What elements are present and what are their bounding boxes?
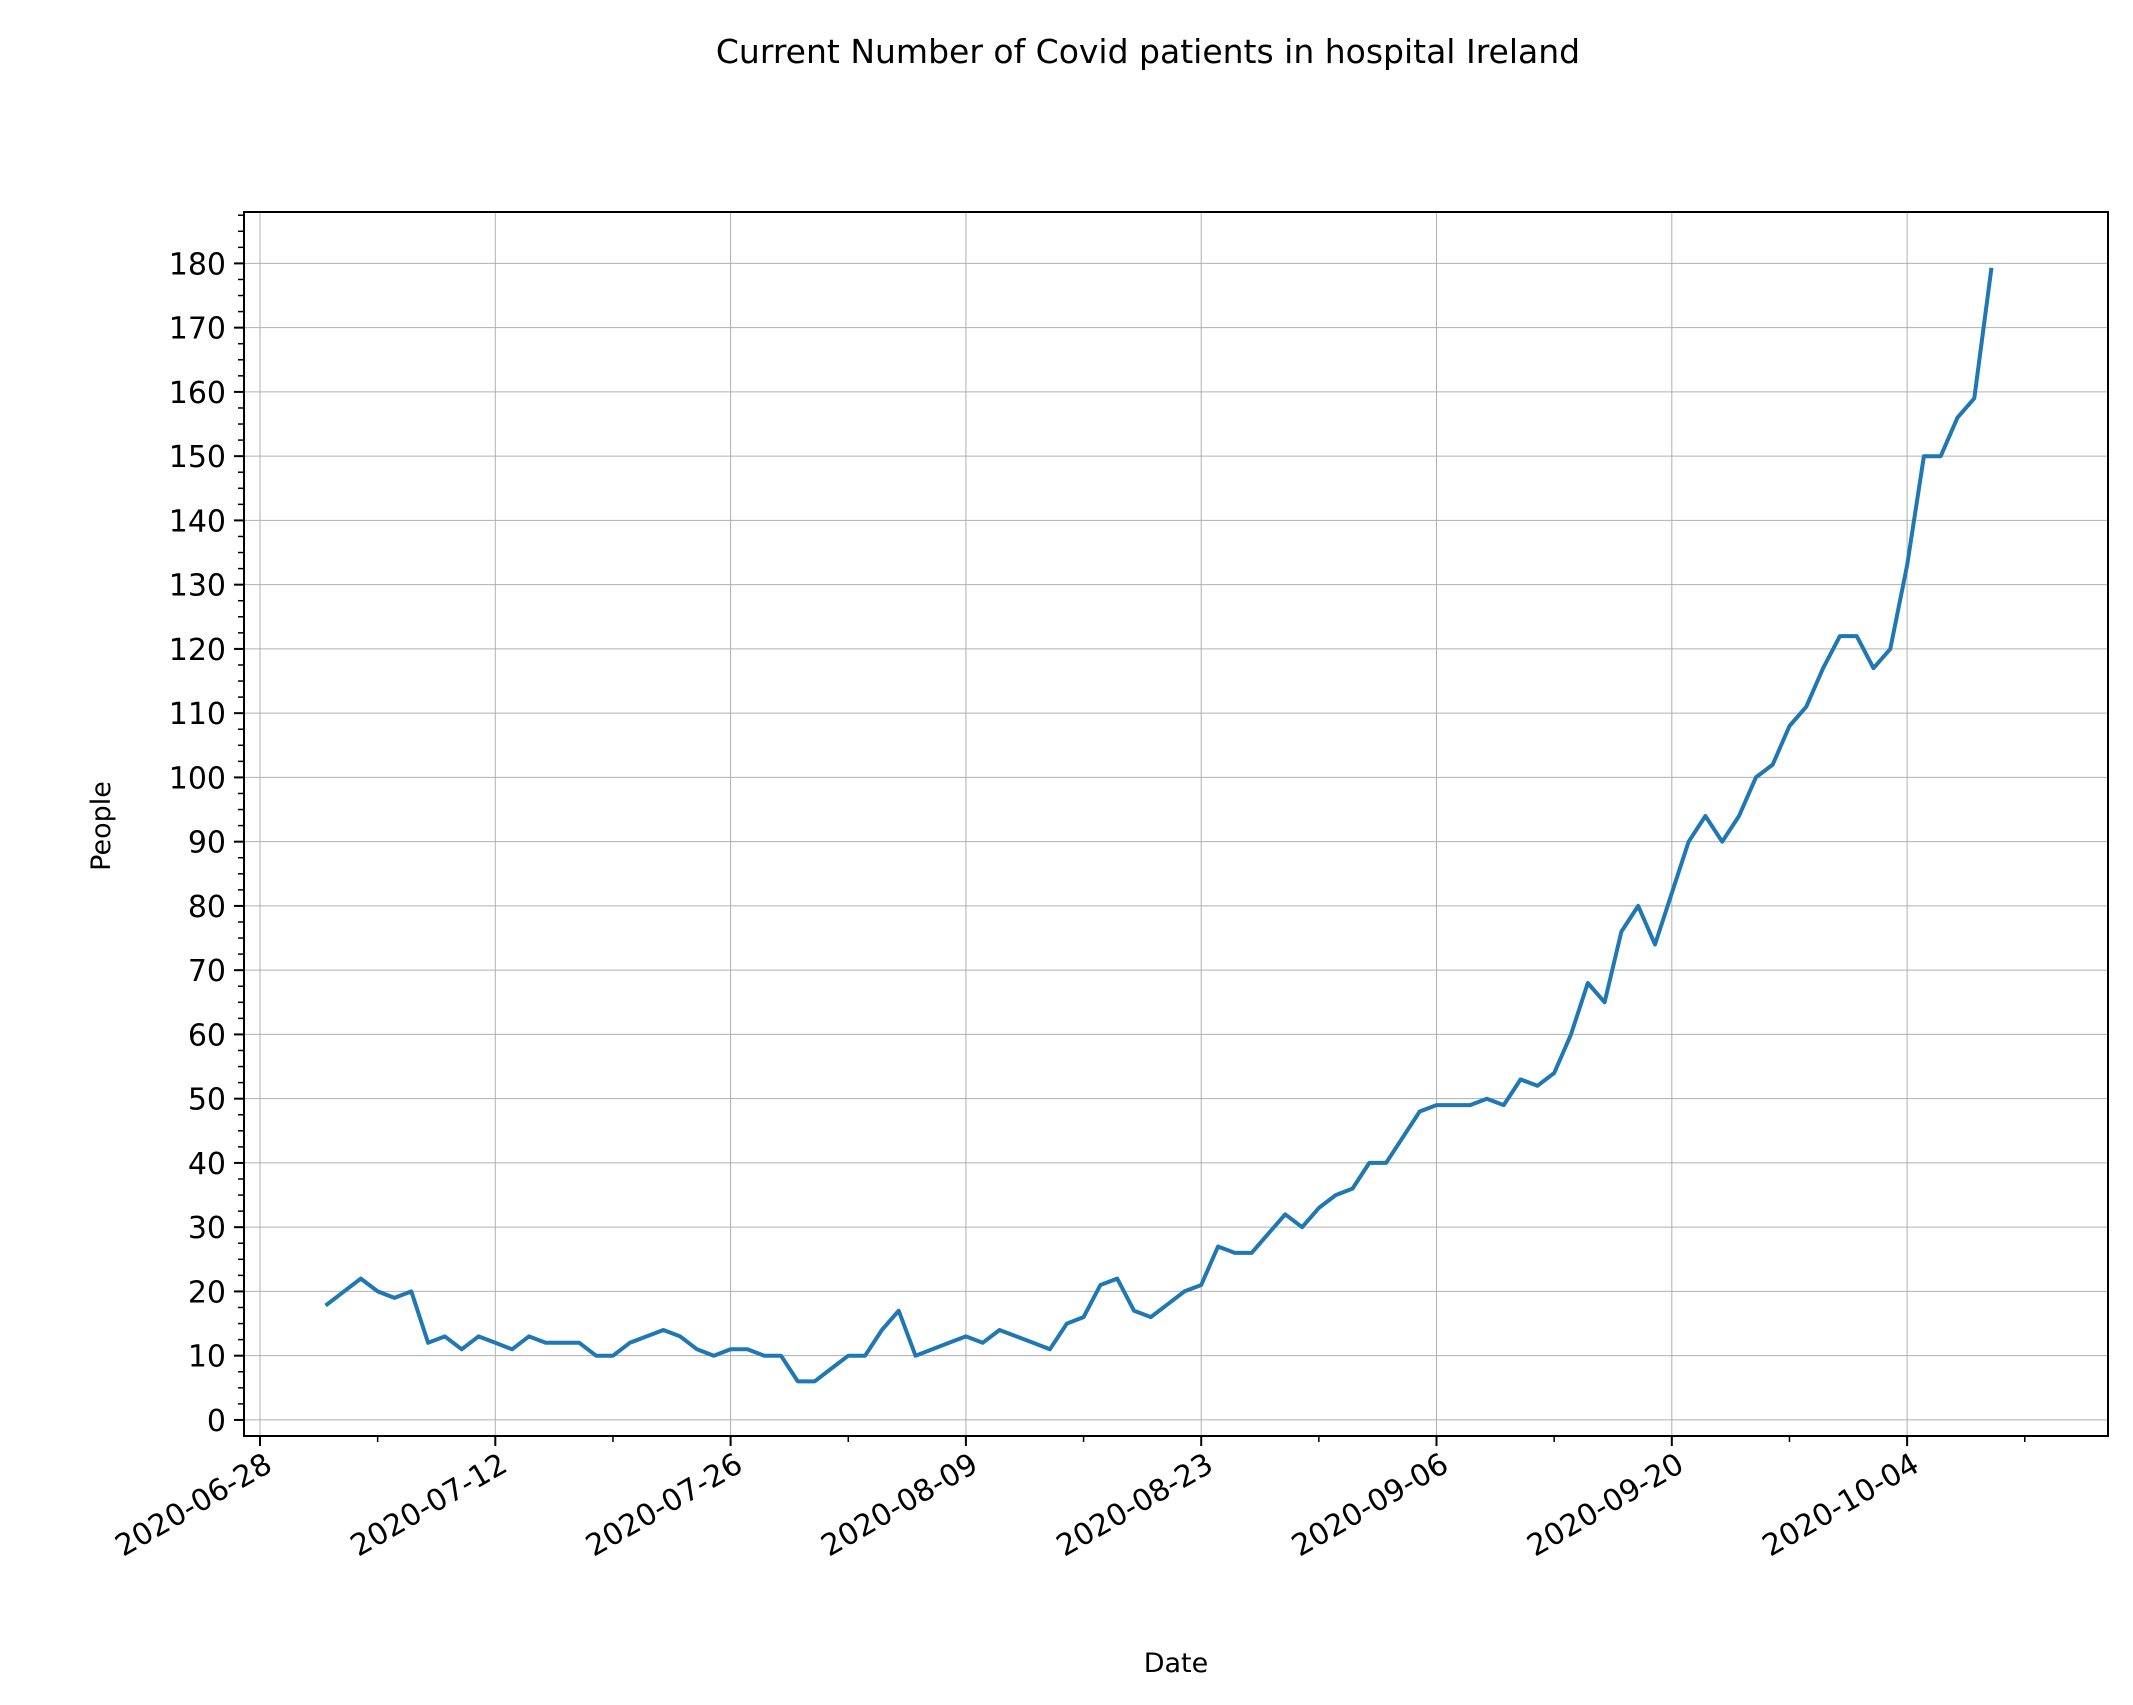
- grid-lines: [244, 212, 2108, 1436]
- chart-title: Current Number of Covid patients in hosp…: [716, 32, 1580, 71]
- y-tick-label: 90: [188, 826, 226, 861]
- y-tick-label: 150: [169, 440, 226, 475]
- y-tick-label: 120: [169, 633, 226, 668]
- y-tick-label: 60: [188, 1018, 226, 1053]
- y-tick-label: 30: [188, 1211, 226, 1246]
- y-tick-label: 130: [169, 569, 226, 604]
- series-line: [324, 267, 1994, 1384]
- y-tick-label: 80: [188, 890, 226, 925]
- data-series: [324, 267, 1994, 1384]
- y-tick-label: 100: [169, 761, 226, 796]
- y-tick-label: 50: [188, 1083, 226, 1118]
- y-tick-label: 0: [207, 1404, 226, 1439]
- y-tick-label: 180: [169, 247, 226, 282]
- y-tick-label: 170: [169, 312, 226, 347]
- y-tick-label: 10: [188, 1340, 226, 1375]
- y-tick-label: 20: [188, 1275, 226, 1310]
- y-tick-label: 160: [169, 376, 226, 411]
- y-tick-label: 70: [188, 954, 226, 989]
- x-axis-label: Date: [1144, 1648, 1209, 1679]
- plot-area-frame: [243, 211, 2109, 1437]
- y-tick-label: 110: [169, 697, 226, 732]
- y-tick-label: 140: [169, 504, 226, 539]
- y-tick-label: 40: [188, 1147, 226, 1182]
- y-axis-label: People: [86, 781, 117, 871]
